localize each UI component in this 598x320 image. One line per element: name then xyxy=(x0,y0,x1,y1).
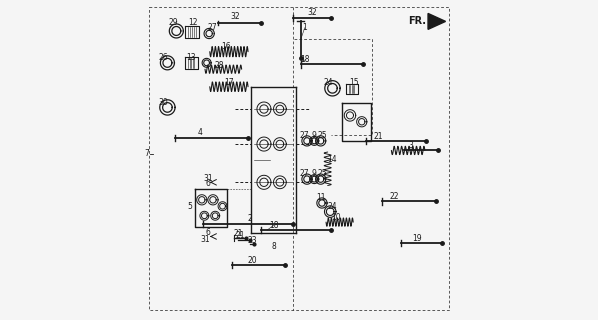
Text: 9: 9 xyxy=(312,169,317,178)
Text: 8: 8 xyxy=(271,242,276,251)
Text: 22: 22 xyxy=(390,192,399,201)
Text: 21: 21 xyxy=(235,231,245,240)
Text: 24: 24 xyxy=(328,202,337,211)
Text: 1: 1 xyxy=(303,23,307,32)
Text: 30: 30 xyxy=(158,98,169,107)
Text: 23: 23 xyxy=(247,236,257,245)
Text: 27: 27 xyxy=(300,131,310,140)
Text: 10: 10 xyxy=(331,213,340,222)
Text: 4: 4 xyxy=(198,128,203,137)
Text: 25: 25 xyxy=(317,169,327,178)
Text: 2: 2 xyxy=(247,214,252,223)
Text: 15: 15 xyxy=(349,78,359,87)
Text: 32: 32 xyxy=(230,12,240,21)
Text: 17: 17 xyxy=(224,78,234,87)
Text: 16: 16 xyxy=(221,42,231,52)
Text: 18: 18 xyxy=(301,55,310,64)
Text: 6: 6 xyxy=(205,228,210,237)
Text: 32: 32 xyxy=(307,8,316,17)
Text: 31: 31 xyxy=(201,235,210,244)
Text: 21: 21 xyxy=(234,229,243,238)
Text: 24: 24 xyxy=(324,78,333,87)
Text: FR.: FR. xyxy=(408,16,426,27)
Text: 3: 3 xyxy=(408,141,413,150)
Text: 27: 27 xyxy=(300,169,310,178)
Text: 6: 6 xyxy=(206,180,210,188)
Text: 27: 27 xyxy=(208,23,217,32)
Text: 11: 11 xyxy=(316,193,326,202)
Text: 31: 31 xyxy=(203,174,213,183)
Text: 19: 19 xyxy=(412,234,422,243)
Text: 21: 21 xyxy=(374,132,383,140)
Text: 26: 26 xyxy=(159,53,169,62)
Text: 25: 25 xyxy=(317,131,327,140)
Text: 9: 9 xyxy=(312,131,317,140)
Text: 5: 5 xyxy=(187,202,192,211)
Text: 29: 29 xyxy=(168,19,178,28)
Text: 18: 18 xyxy=(269,221,278,230)
Text: 12: 12 xyxy=(188,19,198,28)
Polygon shape xyxy=(428,13,446,29)
Text: 14: 14 xyxy=(328,156,337,164)
Text: 13: 13 xyxy=(187,53,196,62)
Text: 28: 28 xyxy=(215,60,224,69)
Text: 7: 7 xyxy=(144,149,149,158)
Text: 20: 20 xyxy=(248,256,258,265)
